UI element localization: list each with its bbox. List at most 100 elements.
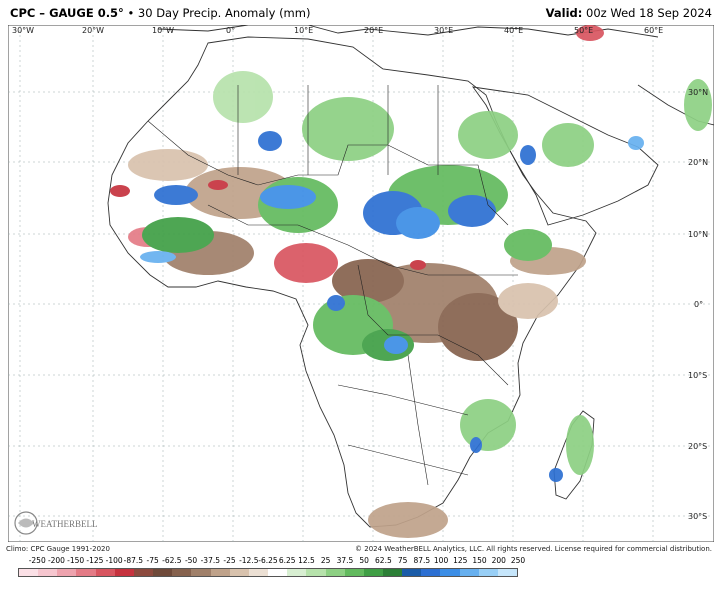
very-dry-mali — [208, 180, 228, 190]
lat-label: 20°N — [688, 158, 708, 167]
legend-swatch — [76, 569, 96, 576]
very-wet-madagascar — [549, 468, 563, 482]
lon-label: 40°E — [504, 26, 523, 35]
wet-patch-egypt — [458, 111, 518, 159]
legend-tick-label: -150 — [67, 556, 85, 565]
legend-tick-label: -25 — [223, 556, 236, 565]
legend-tick-label: -6.25 — [258, 556, 278, 565]
logo-text: WEATHERBELL — [32, 519, 98, 529]
legend-tick-label: 150 — [472, 556, 487, 565]
legend-tick-label: -200 — [47, 556, 65, 565]
legend-swatch — [19, 569, 39, 576]
legend-tick-label: 250 — [510, 556, 526, 565]
legend-swatch — [363, 569, 383, 576]
dry-patch-south-africa — [368, 502, 448, 538]
legend-tick-label: -125 — [86, 556, 104, 565]
legend-tick-label: 37.5 — [336, 556, 354, 565]
legend-swatch — [325, 569, 345, 576]
wet-patch-iran — [684, 79, 712, 131]
legend-swatch — [421, 569, 441, 576]
color-legend: -250 -200 -150 -125 -100 -87.5 -75 -62.5 -50 -37.… — [18, 556, 525, 580]
legend-tick-label: 100 — [433, 556, 449, 565]
legend-tick-label: -62.5 — [162, 556, 182, 565]
wet-patch-mozambique — [460, 399, 516, 451]
legend-tick-label: -100 — [105, 556, 123, 565]
lat-label: 10°N — [688, 230, 708, 239]
valid-value: 00z Wed 18 Sep 2024 — [582, 6, 712, 20]
very-wet-sierra-leone — [140, 251, 176, 263]
legend-swatch — [95, 569, 115, 576]
very-wet-mali — [154, 185, 198, 205]
header: CPC – GAUGE 0.5° • 30 Day Precip. Anomal… — [0, 0, 720, 24]
legend-swatch — [153, 569, 173, 576]
legend-tick-label: -87.5 — [123, 556, 144, 565]
legend-ticks: -250 -200 -150 -125 -100 -87.5 -75 -62.5 -50 -37.… — [18, 556, 525, 568]
climo-note: Climo: CPC Gauge 1991-2020 — [6, 545, 110, 553]
wet-patch-madagascar — [566, 415, 594, 475]
legend-swatch — [133, 569, 154, 576]
very-dry-turkey — [576, 25, 604, 41]
precip-anomaly-map: 30°W 20°W 10°W 0° 10°E 20°E 30°E 40°E 50… — [8, 25, 714, 542]
copyright-note: © 2024 WeatherBELL Analytics, LLC. All r… — [355, 545, 712, 553]
legend-tick-label: 25 — [320, 556, 331, 565]
legend-tick-label: 62.5 — [375, 556, 392, 565]
very-wet-niger — [260, 185, 316, 209]
lon-label: 60°E — [644, 26, 663, 35]
legend-tick-label: -75 — [146, 556, 159, 565]
legend-tick-label: 200 — [491, 556, 506, 565]
legend-tick-label: 12.5 — [298, 556, 315, 565]
very-dry-nigeria — [274, 243, 338, 283]
map-title: CPC – GAUGE 0.5° • 30 Day Precip. Anomal… — [10, 6, 310, 20]
legend-swatch — [344, 569, 364, 576]
legend-tick-label: 125 — [453, 556, 468, 565]
very-wet-gabon — [327, 295, 345, 311]
legend-swatch — [402, 569, 422, 576]
lat-label: 30°S — [688, 512, 707, 521]
legend-swatch — [172, 569, 192, 576]
legend-tick-label: 50 — [359, 556, 369, 565]
title-product: CPC – GAUGE 0.5° — [10, 6, 124, 20]
legend-tick-label: -50 — [184, 556, 198, 565]
lon-label: 30°E — [434, 26, 453, 35]
lon-label: 50°E — [574, 26, 593, 35]
dry-patch-mauritania — [128, 149, 208, 181]
legend-swatch — [287, 569, 307, 576]
legend-tick-label: -12.5 — [239, 556, 259, 565]
wet-patch-guinea — [142, 217, 214, 253]
wet-patch-ethiopia — [504, 229, 552, 261]
legend-tick-label: -250 — [28, 556, 46, 565]
very-wet-congo — [384, 336, 408, 354]
legend-swatch — [191, 569, 211, 576]
very-wet-oman — [628, 136, 644, 150]
dry-patch-great-lakes — [438, 293, 518, 361]
longitude-labels: 30°W 20°W 10°W 0° 10°E 20°E 30°E 40°E 50… — [12, 26, 663, 35]
very-wet-mozambique — [470, 437, 482, 453]
legend-swatch — [210, 569, 230, 576]
lon-label: 30°W — [12, 26, 34, 35]
legend-swatch — [248, 569, 269, 576]
valid-label: Valid: — [545, 6, 583, 20]
lon-label: 10°E — [294, 26, 313, 35]
dry-patch-kenya — [498, 283, 558, 319]
legend-swatch — [478, 569, 498, 576]
legend-swatch — [382, 569, 403, 576]
lon-label: 20°W — [82, 26, 104, 35]
legend-tick-label: -37.5 — [200, 556, 220, 565]
legend-swatch — [268, 569, 288, 576]
legend-swatch — [497, 569, 518, 576]
very-wet-sudan — [448, 195, 496, 227]
legend-swatch — [38, 569, 58, 576]
lat-label: 0° — [694, 300, 703, 309]
legend-tick-label: 75 — [397, 556, 408, 565]
legend-tick-label: 6.25 — [278, 556, 296, 565]
lat-label: 20°S — [688, 442, 707, 451]
wet-patch-libya — [302, 97, 394, 161]
very-wet-chad-core — [396, 207, 440, 239]
legend-tick-label: 87.5 — [413, 556, 431, 565]
lon-label: 10°W — [152, 26, 174, 35]
legend-swatch — [459, 569, 479, 576]
legend-swatch — [57, 569, 77, 576]
latitude-labels: 30°N 20°N 10°N 0° 10°S 20°S 30°S — [688, 88, 708, 521]
lat-label: 30°N — [688, 88, 708, 97]
very-dry-west-coast — [110, 185, 130, 197]
